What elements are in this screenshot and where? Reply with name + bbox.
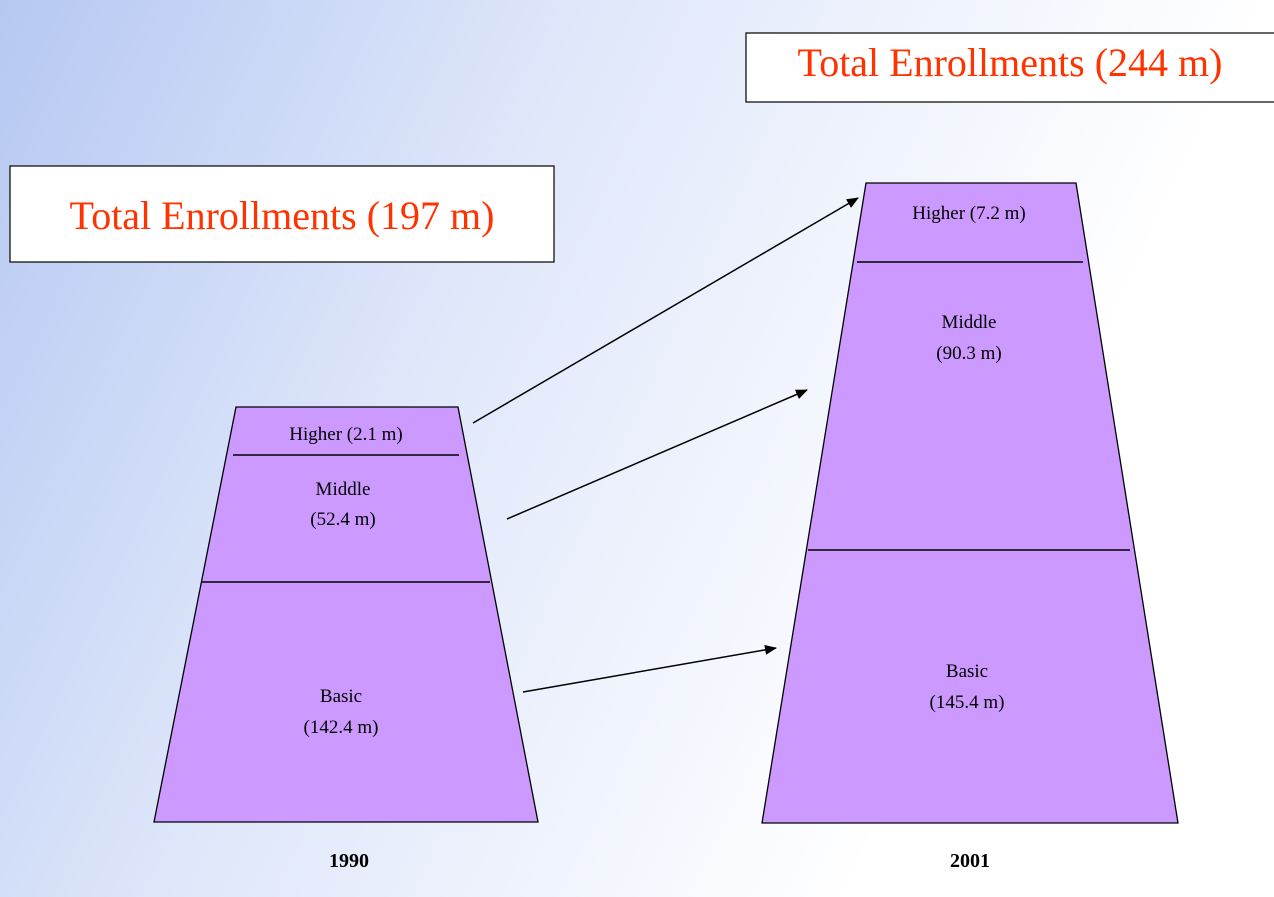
level-label: Middle: [942, 312, 997, 333]
level-label: (90.3 m): [936, 343, 1001, 364]
year-label: 1990: [329, 850, 369, 872]
total-box: [9, 165, 555, 263]
pyramid: [761, 182, 1179, 824]
level-label: Basic: [946, 661, 988, 682]
total-label: Total Enrollments (197 m): [70, 193, 495, 238]
level-label: (52.4 m): [310, 509, 375, 530]
level-label: Middle: [316, 479, 371, 500]
total-label: Total Enrollments (244 m): [798, 40, 1223, 85]
level-label: Basic: [320, 686, 362, 707]
level-label: (142.4 m): [304, 717, 379, 738]
arrow: [522, 644, 777, 693]
level-label: (145.4 m): [930, 692, 1005, 713]
level-label: Higher (2.1 m): [289, 424, 402, 445]
pyramid: [153, 406, 539, 823]
level-label: Higher (7.2 m): [912, 203, 1025, 224]
arrow: [472, 197, 859, 424]
total-box: [745, 32, 1274, 103]
year-label: 2001: [950, 850, 990, 872]
arrow: [506, 389, 808, 520]
